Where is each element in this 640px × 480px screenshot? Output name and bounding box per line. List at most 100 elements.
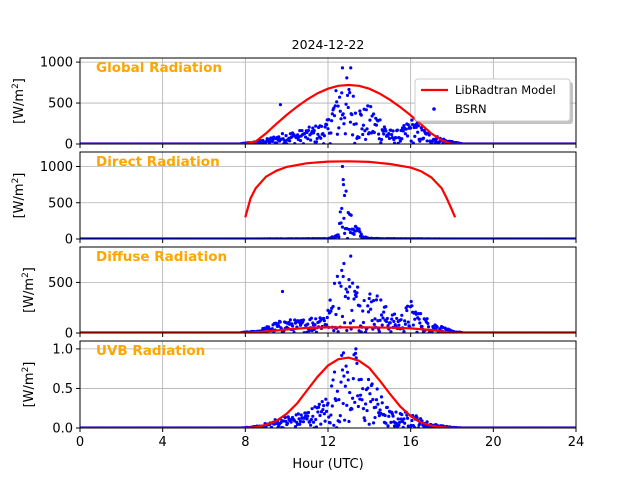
bsrn-point	[348, 390, 352, 395]
bsrn-point	[330, 404, 334, 408]
bsrn-point	[310, 407, 314, 411]
bsrn-point	[341, 112, 345, 116]
x-tick-label: 4	[159, 435, 167, 450]
bsrn-point	[413, 317, 417, 321]
bsrn-point	[296, 412, 300, 416]
bsrn-point	[397, 423, 401, 427]
bsrn-point	[361, 309, 365, 313]
bsrn-point	[339, 380, 343, 384]
bsrn-point	[384, 305, 388, 309]
x-tick-label: 0	[76, 435, 84, 450]
bsrn-point	[327, 118, 331, 122]
bsrn-point	[402, 330, 406, 333]
bsrn-point	[380, 323, 384, 327]
bsrn-point	[337, 126, 341, 130]
bsrn-point	[394, 410, 398, 414]
bsrn-point	[331, 378, 335, 382]
y-tick-label: 0	[65, 233, 73, 248]
bsrn-point	[386, 323, 390, 328]
bsrn-point	[335, 274, 340, 278]
bsrn-point	[322, 134, 326, 138]
bsrn-point	[323, 125, 327, 129]
bsrn-point	[338, 109, 342, 113]
bsrn-point	[276, 322, 280, 326]
bsrn-point	[380, 401, 384, 405]
chart-title: 2024-12-22	[292, 37, 365, 52]
bsrn-point	[391, 414, 395, 418]
bsrn-point	[397, 323, 401, 327]
bsrn-point	[375, 294, 379, 298]
bsrn-point	[361, 387, 365, 391]
bsrn-point	[284, 134, 288, 138]
bsrn-point	[332, 106, 336, 110]
y-axis-title: [W/m2]	[11, 78, 27, 124]
bsrn-point	[340, 353, 344, 357]
bsrn-point	[375, 387, 379, 391]
bsrn-point	[379, 298, 383, 302]
bsrn-point	[339, 284, 343, 288]
bsrn-point	[330, 384, 334, 388]
bsrn-point	[309, 423, 313, 427]
y-tick-label: 1000	[40, 160, 73, 175]
bsrn-point	[318, 413, 322, 418]
bsrn-point	[376, 402, 380, 406]
bsrn-point	[409, 139, 413, 143]
bsrn-point	[298, 419, 303, 424]
bsrn-point	[344, 189, 348, 193]
bsrn-point	[324, 323, 329, 327]
bsrn-point	[342, 261, 346, 266]
bsrn-point	[355, 291, 359, 295]
bsrn-point	[321, 407, 325, 412]
bsrn-point	[330, 119, 334, 123]
y-axis-title: [W/m2]	[21, 267, 37, 313]
bsrn-point	[366, 377, 371, 382]
y-axis-title: [W/m2]	[21, 362, 37, 408]
bsrn-point	[311, 126, 315, 130]
bsrn-point	[340, 268, 344, 272]
bsrn-point	[384, 421, 388, 425]
bsrn-point	[341, 178, 345, 182]
bsrn-point	[326, 401, 330, 405]
bsrn-point	[370, 318, 374, 323]
bsrn-point	[356, 404, 360, 409]
bsrn-point	[386, 424, 390, 428]
bsrn-point	[364, 137, 368, 142]
bsrn-point	[361, 123, 366, 127]
bsrn-point	[347, 278, 351, 282]
bsrn-point	[313, 323, 317, 327]
bsrn-point	[415, 330, 419, 333]
bsrn-point	[307, 125, 311, 129]
bsrn-point	[418, 417, 423, 421]
bsrn-point	[334, 312, 338, 317]
bsrn-point	[404, 127, 408, 131]
bsrn-point	[401, 129, 405, 133]
bsrn-point	[353, 400, 357, 404]
bsrn-point	[361, 132, 365, 137]
bsrn-point	[398, 139, 402, 143]
bsrn-point	[323, 419, 327, 423]
bsrn-point	[389, 420, 393, 424]
bsrn-point	[347, 419, 351, 424]
bsrn-point	[374, 123, 379, 127]
bsrn-point	[427, 133, 431, 137]
bsrn-point	[322, 412, 326, 416]
bsrn-point	[362, 416, 366, 420]
bsrn-point	[283, 415, 287, 420]
bsrn-point	[329, 413, 333, 417]
bsrn-point	[325, 315, 329, 320]
bsrn-point	[326, 127, 330, 131]
bsrn-point	[345, 403, 349, 407]
bsrn-point	[399, 318, 403, 322]
bsrn-point	[344, 102, 348, 106]
bsrn-point	[378, 318, 382, 322]
bsrn-point	[367, 422, 371, 426]
panel-3: 0 500 Diffuse Radiation [W/m2]	[21, 246, 577, 342]
bsrn-point	[345, 290, 350, 294]
bsrn-point	[402, 124, 406, 128]
model-line	[80, 326, 576, 333]
y-tick-label: 500	[48, 97, 73, 112]
bsrn-point	[337, 235, 341, 239]
bsrn-point	[357, 227, 361, 231]
bsrn-point	[353, 111, 358, 115]
bsrn-point	[390, 132, 394, 137]
